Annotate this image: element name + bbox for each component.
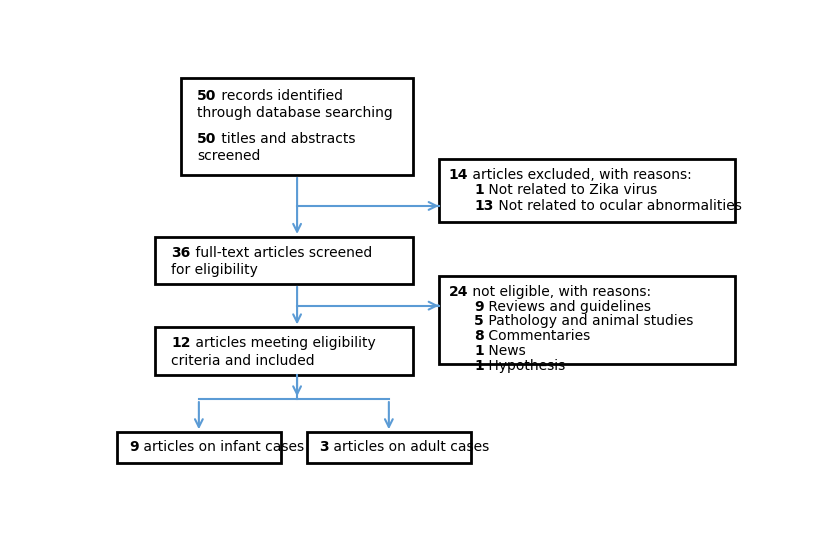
FancyBboxPatch shape — [181, 78, 413, 175]
Text: 8: 8 — [475, 329, 484, 343]
Text: 50: 50 — [197, 89, 217, 103]
FancyBboxPatch shape — [307, 432, 471, 463]
Text: criteria and included: criteria and included — [171, 354, 315, 367]
Text: articles on infant cases: articles on infant cases — [140, 441, 304, 454]
Text: titles and abstracts: titles and abstracts — [217, 132, 355, 146]
Text: 3: 3 — [320, 441, 329, 454]
Text: 12: 12 — [171, 336, 191, 350]
Text: 1: 1 — [475, 183, 484, 198]
Text: not eligible, with reasons:: not eligible, with reasons: — [468, 285, 651, 299]
Text: articles meeting eligibility: articles meeting eligibility — [191, 336, 376, 350]
Text: Pathology and animal studies: Pathology and animal studies — [484, 315, 693, 328]
Text: 1: 1 — [475, 359, 484, 373]
Text: 9: 9 — [475, 300, 484, 313]
Text: 5: 5 — [475, 315, 484, 328]
Text: 36: 36 — [171, 246, 191, 260]
Text: full-text articles screened: full-text articles screened — [191, 246, 372, 260]
Text: Not related to ocular abnormalities: Not related to ocular abnormalities — [494, 199, 741, 213]
Text: for eligibility: for eligibility — [171, 263, 258, 277]
FancyBboxPatch shape — [116, 432, 281, 463]
Text: News: News — [484, 344, 526, 358]
Text: 1: 1 — [475, 344, 484, 358]
Text: records identified: records identified — [217, 89, 342, 103]
Text: Hypothesis: Hypothesis — [484, 359, 565, 373]
Text: 13: 13 — [475, 199, 494, 213]
Text: Not related to Zika virus: Not related to Zika virus — [484, 183, 657, 198]
Text: articles on adult cases: articles on adult cases — [329, 441, 489, 454]
Text: through database searching: through database searching — [197, 106, 393, 120]
Text: 24: 24 — [449, 285, 468, 299]
Text: 14: 14 — [449, 168, 468, 182]
Text: articles excluded, with reasons:: articles excluded, with reasons: — [468, 168, 691, 182]
FancyBboxPatch shape — [439, 159, 735, 222]
Text: Reviews and guidelines: Reviews and guidelines — [484, 300, 651, 313]
Text: 9: 9 — [130, 441, 140, 454]
FancyBboxPatch shape — [155, 327, 413, 374]
Text: Commentaries: Commentaries — [484, 329, 590, 343]
Text: screened: screened — [197, 149, 261, 163]
FancyBboxPatch shape — [155, 237, 413, 284]
Text: 50: 50 — [197, 132, 217, 146]
FancyBboxPatch shape — [439, 276, 735, 364]
